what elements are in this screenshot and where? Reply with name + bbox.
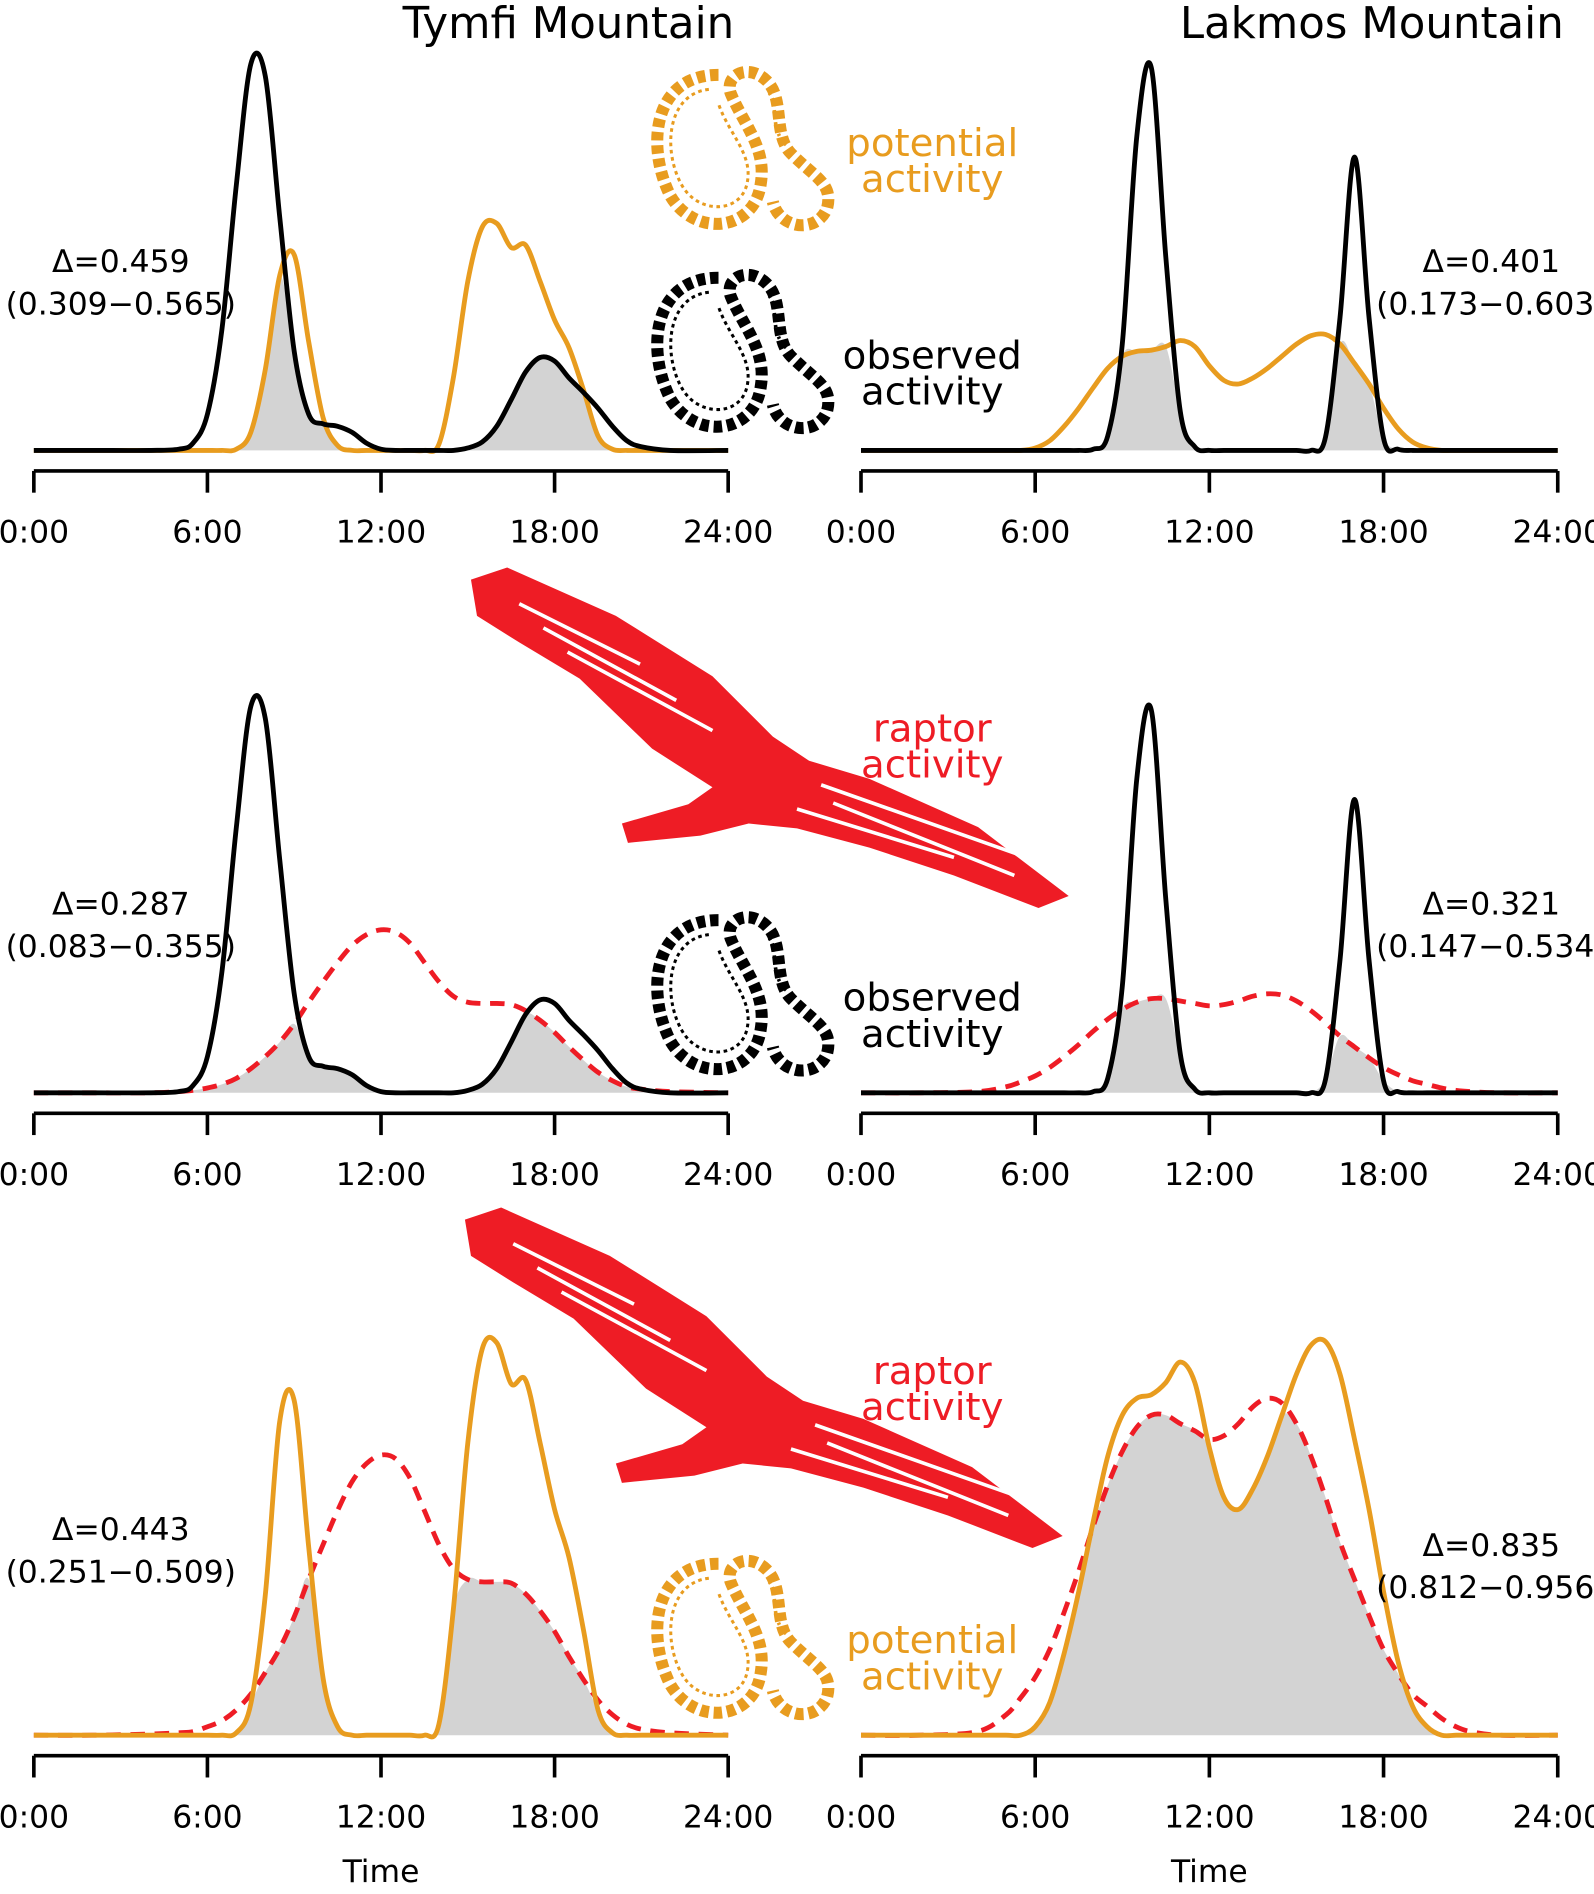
x-tick-label: 18:00 xyxy=(1338,1800,1428,1836)
density-line xyxy=(33,693,729,1096)
density-line xyxy=(33,1334,729,1740)
x-tick-label: 24:00 xyxy=(1513,1800,1594,1836)
chart-title: Tymfi Mountain xyxy=(402,0,735,49)
x-tick-label: 6:00 xyxy=(172,1157,242,1193)
overlap-area xyxy=(33,1577,729,1737)
overlap-annotation: (0.812−0.956) xyxy=(1376,1570,1594,1606)
legend-entry: potential activity xyxy=(846,1621,1019,1699)
x-tick-label: 12:00 xyxy=(1164,1157,1254,1193)
x-tick-label: 18:00 xyxy=(509,1157,599,1193)
overlap-annotation: (0.251−0.509) xyxy=(6,1554,236,1590)
x-tick-label: 24:00 xyxy=(1513,1157,1594,1193)
x-tick-label: 12:00 xyxy=(336,515,426,551)
x-tick-label: 6:00 xyxy=(1000,515,1070,551)
overlap-annotation: Δ=0.321 xyxy=(1423,887,1561,923)
density-line xyxy=(860,60,1558,454)
legend-label: potential activity xyxy=(846,124,1019,202)
density-line xyxy=(33,927,729,1096)
x-tick-label: 12:00 xyxy=(336,1157,426,1193)
legend-entry: raptor activity xyxy=(861,1352,1004,1430)
density-line xyxy=(860,702,1558,1097)
x-tick-label: 0:00 xyxy=(826,1800,896,1836)
legend-label: observed activity xyxy=(842,979,1022,1057)
legend-label: potential activity xyxy=(846,1621,1019,1699)
x-tick-label: 24:00 xyxy=(683,515,773,551)
x-tick-label: 0:00 xyxy=(0,1157,69,1193)
x-tick-label: 18:00 xyxy=(1338,515,1428,551)
snake-icon xyxy=(657,72,828,225)
x-tick-label: 6:00 xyxy=(172,515,242,551)
x-tick-label: 0:00 xyxy=(826,515,896,551)
chart-title: Lakmos Mountain xyxy=(1180,0,1564,49)
x-tick-label: 12:00 xyxy=(1164,1800,1254,1836)
x-tick-label: 6:00 xyxy=(1000,1800,1070,1836)
legend-entry: observed activity xyxy=(842,336,1022,415)
x-tick-label: 12:00 xyxy=(336,1800,426,1836)
legend-label: observed activity xyxy=(842,336,1022,415)
density-line xyxy=(33,50,729,454)
x-axis-label: Time xyxy=(1170,1854,1248,1890)
density-line xyxy=(860,331,1558,453)
x-tick-label: 24:00 xyxy=(1513,515,1594,551)
x-tick-label: 6:00 xyxy=(1000,1157,1070,1193)
snake-icon xyxy=(657,275,828,428)
overlap-annotation: (0.147−0.534) xyxy=(1376,929,1594,965)
overlap-annotation: (0.173−0.603) xyxy=(1376,287,1594,323)
x-tick-label: 18:00 xyxy=(509,515,599,551)
legend-label: raptor activity xyxy=(861,710,1004,788)
snake-icon xyxy=(657,1561,828,1714)
x-tick-label: 0:00 xyxy=(0,515,69,551)
legend-entry: observed activity xyxy=(842,979,1022,1057)
x-tick-label: 24:00 xyxy=(683,1157,773,1193)
overlap-annotation: Δ=0.835 xyxy=(1423,1528,1561,1564)
overlap-area xyxy=(33,275,729,451)
density-line xyxy=(33,1452,729,1738)
legend-label: raptor activity xyxy=(861,1352,1004,1430)
overlap-annotation: (0.083−0.355) xyxy=(6,929,236,965)
x-tick-label: 0:00 xyxy=(826,1157,896,1193)
overlap-annotation: Δ=0.287 xyxy=(52,887,190,923)
density-line xyxy=(860,1336,1558,1739)
x-tick-label: 18:00 xyxy=(1338,1157,1428,1193)
x-tick-label: 12:00 xyxy=(1164,515,1254,551)
overlap-annotation: (0.309−0.565) xyxy=(6,287,236,323)
snake-icon xyxy=(657,917,828,1070)
legend-entry: potential activity xyxy=(846,124,1019,202)
overlap-annotation: Δ=0.401 xyxy=(1423,244,1561,280)
x-tick-label: 6:00 xyxy=(172,1800,242,1836)
overlap-annotation: Δ=0.459 xyxy=(52,244,190,280)
x-axis-label: Time xyxy=(342,1854,420,1890)
x-tick-label: 18:00 xyxy=(509,1800,599,1836)
overlap-area xyxy=(860,1413,1558,1736)
x-tick-label: 24:00 xyxy=(683,1800,773,1836)
x-tick-label: 0:00 xyxy=(0,1800,69,1836)
legend-entry: raptor activity xyxy=(861,710,1004,788)
density-line xyxy=(860,991,1558,1096)
overlap-annotation: Δ=0.443 xyxy=(52,1512,190,1548)
